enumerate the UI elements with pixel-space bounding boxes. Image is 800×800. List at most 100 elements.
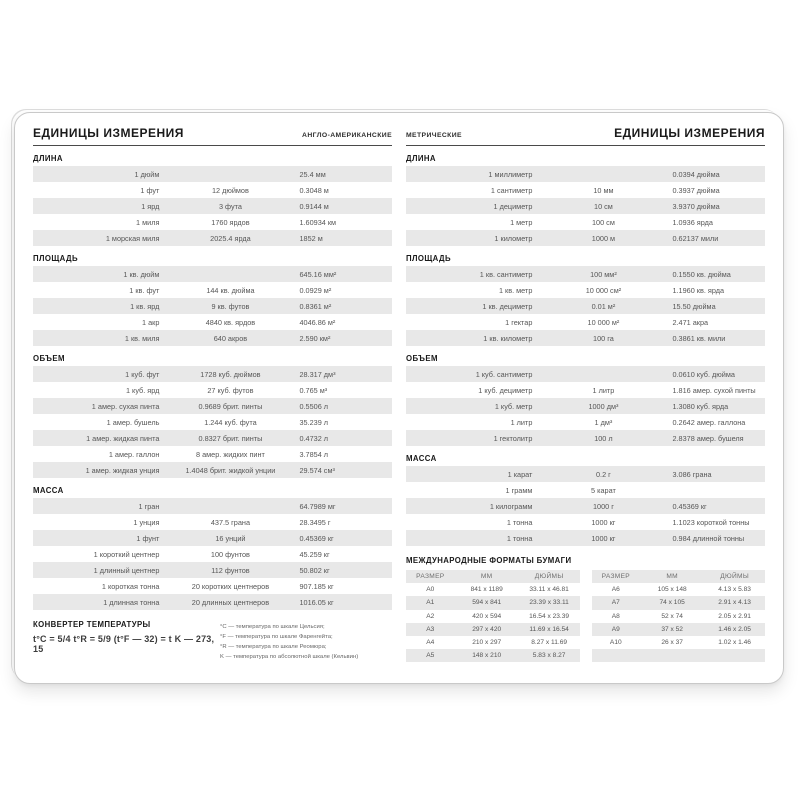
unit-cell: 1 короткий центнер (93, 549, 160, 559)
column-header-inches: ДЮЙМЫ (534, 573, 564, 581)
paper-format-tables: РАЗМЕР ММ ДЮЙМЫ A0 841 x 1189 33.11 x 46… (406, 570, 766, 663)
temperature-notes: °C — температура по шкале Цельсия; °F — … (220, 620, 392, 662)
section-heading: ДЛИНА (406, 154, 436, 163)
section-heading: ОБЪЕМ (33, 354, 65, 363)
table-row: 1 акр 4840 кв. ярдов 4046.86 м² (33, 314, 392, 330)
paper-inches-cell: 8.27 x 11.69 (531, 639, 568, 647)
equivalent-cell: 1000 м (591, 233, 616, 243)
table-row: 1 куб. метр 1000 дм³ 1.3080 куб. ярда (406, 398, 765, 414)
table-row: 1 короткий центнер 100 фунтов 45.259 кг (33, 546, 392, 562)
unit-cell: 1 гектолитр (493, 433, 533, 443)
table-row: 1 фунт 16 унций 0.45369 кг (33, 530, 392, 546)
paper-mm-cell: 74 x 105 (659, 599, 685, 607)
converted-value-cell: 29.574 см³ (299, 465, 335, 475)
section-mass-anglo: МАССА 1 гран 64.7989 мг 1 унция 437.5 гр… (33, 486, 392, 610)
paper-mm-cell: 841 x 1189 (470, 586, 503, 594)
unit-cell: 1 фут (140, 185, 160, 195)
converted-value-cell: 3.9370 дюйма (672, 201, 720, 211)
table-row: 1 гектар 10 000 м² 2.471 акра (406, 314, 765, 330)
converted-value-cell: 28.3495 г (299, 517, 331, 527)
paper-size-cell: A0 (426, 586, 435, 594)
paper-size-cell: A3 (426, 625, 435, 633)
paper-row: A7 74 x 105 2.91 x 4.13 (591, 596, 765, 610)
equivalent-cell: 5 карат (591, 485, 616, 495)
unit-cell: 1 кв. метр (498, 285, 533, 295)
section-heading: МАССА (33, 486, 64, 495)
converted-value-cell: 0.0929 м² (299, 285, 332, 295)
equivalent-cell: 0.2 г (596, 469, 611, 479)
table-row: 1 кв. миля 640 акров 2.590 км² (33, 330, 392, 346)
paper-inches-cell: 2.05 x 2.91 (718, 612, 751, 620)
paper-size-cell: A4 (426, 639, 435, 647)
section-heading: МАССА (406, 454, 437, 463)
unit-cell: 1 куб. дециметр (478, 385, 533, 395)
converted-value-cell: 0.0394 дюйма (672, 169, 720, 179)
unit-cell: 1 миля (136, 217, 160, 227)
equivalent-cell: 1000 дм³ (588, 401, 619, 411)
converted-value-cell: 1.1960 кв. ярда (672, 285, 725, 295)
converted-value-cell: 1.3080 куб. ярда (672, 401, 729, 411)
converted-value-cell: 1016.05 кг (299, 597, 334, 607)
table-row: 1 амер. бушель 1.244 куб. фута 35.239 л (33, 414, 392, 430)
paper-mm-cell: 37 x 52 (661, 625, 683, 633)
table-row: 1 миля 1760 ярдов 1.60934 км (33, 214, 392, 230)
table-row: 1 миллиметр 0.0394 дюйма (406, 166, 765, 182)
unit-cell: 1 куб. фут (125, 369, 160, 379)
equivalent-cell: 100 га (593, 333, 614, 343)
unit-cell: 1 морская миля (105, 233, 160, 243)
table-row: 1 гектолитр 100 л 2.8378 амер. бушеля (406, 430, 765, 446)
temperature-formula: t°C = 5/4 t°R = 5/9 (t°F — 32) = t K — 2… (33, 634, 215, 654)
left-page: ЕДИНИЦЫ ИЗМЕРЕНИЯ АНГЛО-АМЕРИКАНСКИЕ ДЛИ… (33, 126, 392, 673)
paper-table-a0-a5: РАЗМЕР ММ ДЮЙМЫ A0 841 x 1189 33.11 x 46… (406, 570, 580, 663)
converted-value-cell: 0.9144 м (299, 201, 329, 211)
section-area-anglo: ПЛОЩАДЬ 1 кв. дюйм 645.16 мм² 1 кв. фут … (33, 254, 392, 346)
unit-cell: 1 унция (133, 517, 160, 527)
unit-cell: 1 куб. метр (494, 401, 533, 411)
unit-cell: 1 миллиметр (488, 169, 533, 179)
temperature-heading: КОНВЕРТЕР ТЕМПЕРАТУРЫ (33, 620, 151, 629)
equivalent-cell: 640 акров (213, 333, 248, 343)
paper-inches-cell: 23.39 x 33.11 (529, 599, 569, 607)
paper-mm-cell: 420 x 594 (472, 612, 502, 620)
table-row: 1 грамм 5 карат (406, 482, 765, 498)
section-heading: ДЛИНА (33, 154, 63, 163)
table-row: 1 кв. дюйм 645.16 мм² (33, 266, 392, 282)
converted-value-cell: 0.3937 дюйма (672, 185, 720, 195)
units-table: 1 гран 64.7989 мг 1 унция 437.5 грана 28… (33, 498, 392, 610)
paper-row: A6 105 x 148 4.13 x 5.83 (592, 583, 766, 596)
converted-value-cell: 4046.86 м² (299, 317, 336, 327)
converted-value-cell: 0.3861 кв. мили (672, 333, 726, 343)
section-length-metric: ДЛИНА 1 миллиметр 0.0394 дюйма 1 сантиме… (406, 154, 765, 246)
unit-cell: 1 длинный центнер (93, 565, 160, 575)
converted-value-cell: 645.16 мм² (299, 269, 337, 279)
equivalent-cell: 12 дюймов (211, 185, 249, 195)
equivalent-cell: 8 амер. жидких пинт (195, 449, 265, 459)
table-row: 1 кв. метр 10 000 см² 1.1960 кв. ярда (406, 282, 765, 298)
unit-cell: 1 сантиметр (490, 185, 533, 195)
equivalent-cell: 3 фута (218, 201, 242, 211)
unit-cell: 1 кв. дюйм (123, 269, 160, 279)
unit-cell: 1 литр (510, 417, 533, 427)
converted-value-cell: 0.4732 л (299, 433, 329, 443)
equivalent-cell: 1 литр (592, 385, 615, 395)
equivalent-cell: 437.5 грана (210, 517, 250, 527)
equivalent-cell: 2025.4 ярда (210, 233, 251, 243)
paper-table-a6-a10: РАЗМЕР ММ ДЮЙМЫ A6 105 x 148 4.13 x 5.83 (591, 570, 766, 663)
equivalent-cell: 1760 ярдов (211, 217, 250, 227)
unit-cell: 1 кв. километр (483, 333, 533, 343)
converted-value-cell: 0.1550 кв. дюйма (672, 269, 731, 279)
paper-inches-cell: 5.83 x 8.27 (532, 652, 566, 660)
paper-row: A4 210 x 297 8.27 x 11.69 (406, 636, 580, 649)
table-row: 1 унция 437.5 грана 28.3495 г (33, 514, 392, 530)
equivalent-cell: 1000 г (592, 501, 614, 511)
table-row: 1 тонна 1000 кг 0.984 длинной тонны (406, 530, 765, 546)
units-table: 1 куб. сантиметр 0.0610 куб. дюйма 1 куб… (406, 366, 765, 446)
paper-inches-cell: 33.11 x 46.81 (529, 586, 569, 594)
table-row: 1 кв. фут 144 кв. дюйма 0.0929 м² (33, 282, 392, 298)
paper-size-cell: A7 (611, 599, 620, 607)
paper-row: A0 841 x 1189 33.11 x 46.81 (406, 583, 580, 596)
table-row: 1 куб. сантиметр 0.0610 куб. дюйма (406, 366, 765, 382)
table-row: 1 дециметр 10 см 3.9370 дюйма (406, 198, 765, 214)
table-row: 1 морская миля 2025.4 ярда 1852 м (33, 230, 392, 246)
converted-value-cell: 45.259 кг (299, 549, 330, 559)
